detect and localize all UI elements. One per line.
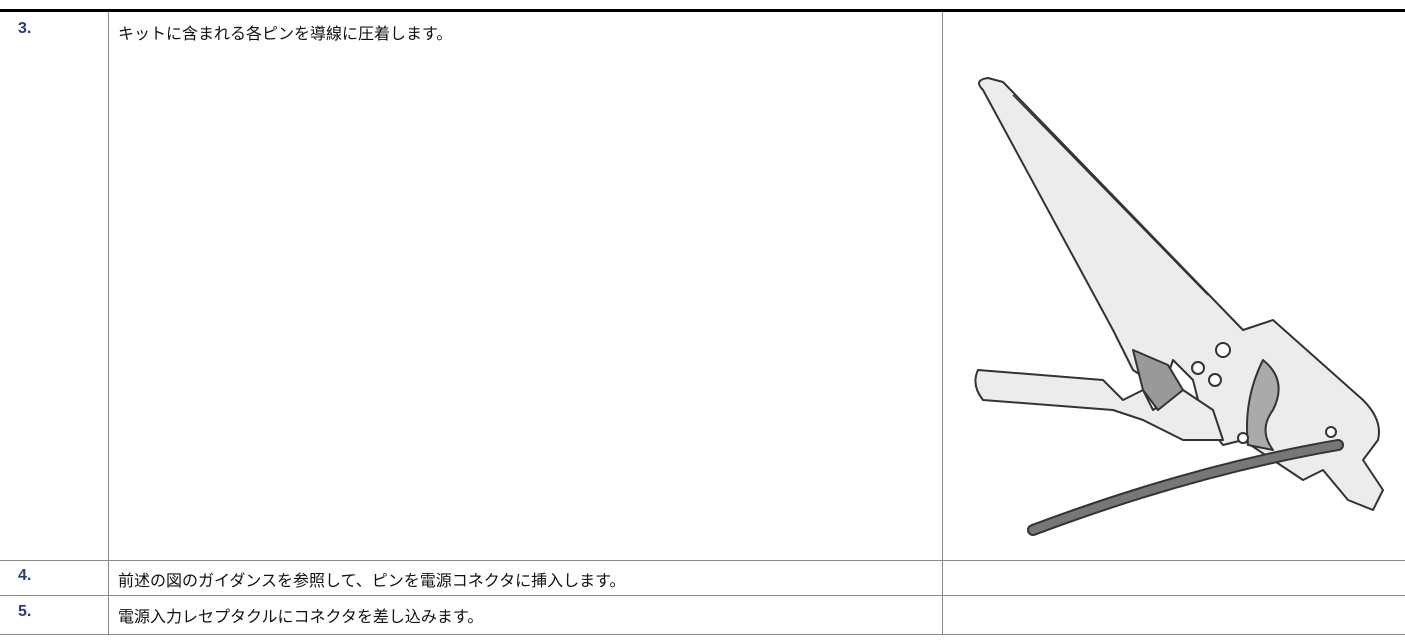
top-rule xyxy=(0,9,1405,12)
step-row: 4. 前述の図のガイダンスを参照して、ピンを電源コネクタに挿入します。 xyxy=(0,561,1405,596)
step-number: 5. xyxy=(18,603,32,620)
step-row: 3. キットに含まれる各ピンを導線に圧着します。 xyxy=(0,12,1405,561)
crimper-illustration xyxy=(974,77,1384,536)
column-rule xyxy=(108,12,109,635)
step-text: 電源入力レセプタクルにコネクタを差し込みます。 xyxy=(118,607,484,626)
step-number: 3. xyxy=(18,20,32,37)
column-rule xyxy=(942,12,943,635)
step-row: 5. 電源入力レセプタクルにコネクタを差し込みます。 xyxy=(0,597,1405,635)
step-text: キットに含まれる各ピンを導線に圧着します。 xyxy=(118,24,453,43)
step-text: 前述の図のガイダンスを参照して、ピンを電源コネクタに挿入します。 xyxy=(118,571,626,590)
step-number: 4. xyxy=(18,567,32,584)
